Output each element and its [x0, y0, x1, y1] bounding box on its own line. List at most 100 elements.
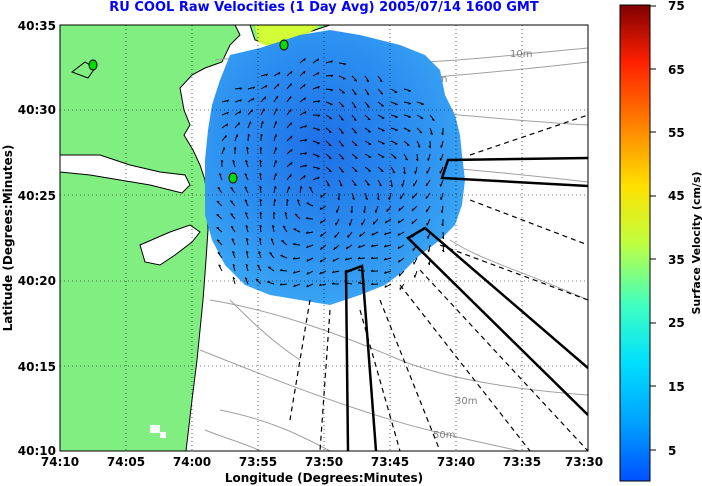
velocity-arrow-head: [226, 123, 229, 127]
velocity-arrow: [217, 187, 223, 194]
velocity-arrow: [259, 211, 262, 220]
velocity-arrow-head: [354, 170, 358, 173]
velocity-arrow: [273, 108, 278, 116]
velocity-arrow-head: [306, 258, 309, 262]
velocity-arrow-head: [372, 221, 375, 225]
velocity-arrow-head: [411, 208, 414, 212]
velocity-arrow: [270, 238, 275, 246]
velocity-arrow: [440, 179, 444, 187]
velocity-arrow: [357, 257, 366, 260]
velocity-arrow-head: [279, 268, 283, 271]
bay-water: [60, 154, 191, 194]
velocity-arrow: [216, 239, 223, 246]
velocity-arrow-head: [275, 147, 277, 150]
contour-label: 30m: [455, 396, 477, 407]
velocity-arrow: [312, 140, 320, 144]
velocity-arrow-head: [344, 257, 348, 261]
velocity-arrow: [286, 148, 293, 155]
velocity-arrow: [247, 86, 255, 90]
velocity-arrow-head: [232, 276, 236, 280]
velocity-arrow: [292, 243, 301, 246]
velocity-arrow: [338, 153, 345, 160]
velocity-arrow-head: [441, 236, 445, 240]
velocity-arrow: [426, 218, 431, 226]
velocity-arrow-head: [357, 281, 361, 284]
velocity-arrow: [259, 186, 262, 194]
velocity-arrow-head: [330, 60, 333, 63]
velocity-arrow-head: [317, 72, 320, 75]
velocity-arrow: [440, 140, 444, 148]
velocity-arrow-head: [234, 146, 237, 150]
velocity-arrow: [245, 212, 249, 220]
velocity-arrow: [377, 127, 385, 132]
velocity-arrow-head: [284, 211, 288, 215]
velocity-arrow-head: [320, 247, 322, 250]
velocity-arrow: [441, 205, 444, 213]
velocity-arrow-head: [244, 186, 248, 189]
velocity-arrow-head: [230, 200, 233, 203]
velocity-arrow: [338, 101, 345, 108]
velocity-arrow-head: [441, 249, 445, 253]
velocity-arrow: [273, 198, 276, 207]
velocity-arrow: [273, 83, 280, 90]
velocity-arrow-head: [260, 133, 263, 137]
velocity-arrow-head: [357, 256, 361, 260]
velocity-arrow: [428, 244, 431, 252]
velocity-arrow-head: [359, 234, 362, 237]
velocity-arrow: [349, 218, 353, 226]
velocity-arrow-head: [318, 283, 322, 287]
velocity-arrow-head: [258, 251, 261, 254]
velocity-arrow: [294, 213, 301, 220]
velocity-arrow: [260, 146, 262, 155]
velocity-arrow: [245, 225, 249, 233]
velocity-arrow-head: [395, 116, 398, 118]
velocity-arrow: [293, 257, 301, 260]
colorbar-tick: 45: [668, 189, 685, 203]
velocity-arrow: [403, 153, 409, 161]
velocity-arrow-head: [328, 157, 332, 160]
velocity-arrow-head: [303, 58, 306, 61]
velocity-arrow-head: [279, 283, 283, 286]
velocity-arrow: [269, 252, 275, 259]
velocity-arrow-head: [274, 185, 277, 189]
velocity-arrow-head: [340, 132, 344, 134]
velocity-arrow: [319, 270, 327, 275]
velocity-arrow-head: [218, 264, 222, 267]
velocity-arrow-head: [304, 97, 306, 101]
velocity-arrow: [286, 109, 292, 116]
colorbar-tick: 65: [668, 63, 685, 77]
velocity-arrow: [312, 153, 320, 157]
x-tick-label: 73:55: [239, 455, 277, 469]
velocity-arrow-head: [292, 271, 296, 274]
velocity-arrow: [305, 218, 314, 220]
velocity-arrow-head: [317, 129, 320, 131]
velocity-arrow: [273, 173, 277, 181]
plot-frame: [59, 24, 589, 452]
velocity-arrow-head: [305, 217, 309, 219]
x-tick-label: 73:40: [437, 455, 475, 469]
velocity-arrow-head: [343, 63, 347, 66]
velocity-arrow: [351, 179, 357, 186]
velocity-arrow: [299, 58, 306, 64]
velocity-arrow: [299, 111, 307, 116]
velocity-arrow: [335, 218, 340, 226]
velocity-arrow: [218, 173, 223, 181]
velocity-arrow-head: [319, 271, 322, 275]
velocity-arrow-head: [267, 280, 270, 283]
velocity-arrow-head: [354, 131, 357, 134]
velocity-arrow-head: [269, 252, 272, 254]
velocity-arrow-head: [286, 198, 289, 202]
velocity-arrow: [267, 266, 275, 272]
velocity-arrow: [397, 218, 405, 224]
velocity-arrow-head: [319, 207, 322, 210]
velocity-arrow-head: [319, 259, 322, 263]
velocity-arrow-head: [274, 198, 277, 202]
velocity-arrow-head: [303, 70, 306, 74]
velocity-arrow-head: [331, 270, 335, 274]
velocity-arrow: [230, 200, 236, 207]
velocity-arrow: [247, 109, 253, 116]
velocity-field: [205, 30, 465, 305]
velocity-arrow: [377, 192, 380, 200]
velocity-arrow: [332, 257, 340, 262]
velocity-arrow: [325, 153, 332, 159]
